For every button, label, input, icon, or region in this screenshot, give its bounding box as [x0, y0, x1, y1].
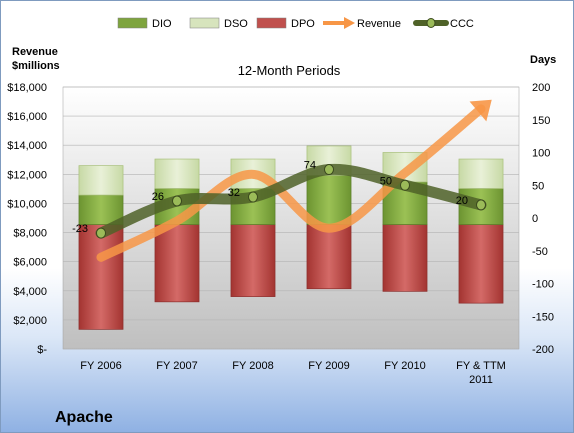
bar-dpo — [78, 224, 124, 330]
left-tick-label: $10,000 — [7, 198, 47, 210]
legend-label: DIO — [152, 18, 172, 30]
right-tick-label: -150 — [532, 311, 554, 323]
left-tick-label: $16,000 — [7, 111, 47, 123]
right-tick-label: -100 — [532, 279, 554, 291]
right-tick-label: 200 — [532, 82, 550, 94]
ccc-point — [172, 195, 182, 207]
ccc-point — [324, 164, 334, 176]
left-tick-label: $- — [37, 344, 47, 356]
left-axis-label-line2: $millions — [12, 60, 60, 72]
legend: DIO DSO DPO Revenue CCC — [117, 17, 474, 30]
bar-dio — [78, 194, 124, 225]
ccc-data-label: 26 — [152, 191, 164, 203]
x-tick-label: FY 2010 — [384, 360, 425, 372]
x-tick-label: FY 2008 — [232, 360, 273, 372]
ccc-line: -23 26 32 74 50 20 — [72, 160, 487, 239]
right-tick-label: -50 — [532, 246, 548, 258]
chart-title: 12-Month Periods — [238, 63, 341, 78]
right-tick-label: 0 — [532, 213, 538, 225]
left-tick-label: $8,000 — [13, 228, 47, 240]
right-tick-label: -200 — [532, 344, 554, 356]
ccc-data-label: 74 — [304, 160, 316, 172]
right-tick-label: 100 — [532, 148, 550, 160]
legend-label: DSO — [224, 18, 248, 30]
bar-dpo — [382, 224, 428, 292]
revenue-line — [96, 104, 486, 262]
x-tick-label: FY 2009 — [308, 360, 349, 372]
left-tick-label: $12,000 — [7, 169, 47, 181]
legend-label: CCC — [450, 18, 474, 30]
x-tick-label: FY 2006 — [80, 360, 121, 372]
revenue-arrowhead — [469, 99, 492, 122]
legend-ccc-point — [426, 18, 436, 28]
x-tick-label: FY 2007 — [156, 360, 197, 372]
legend-label: Revenue — [357, 18, 401, 30]
legend-swatch-dso — [189, 17, 220, 29]
bar-dpo — [306, 224, 352, 290]
x-tick-label: FY & TTM 2011 — [456, 360, 506, 386]
legend-arrowhead — [344, 17, 355, 29]
ccc-data-label: 50 — [380, 175, 392, 187]
left-tick-label: $4,000 — [13, 286, 47, 298]
left-tick-label: $6,000 — [13, 257, 47, 269]
bar-dio — [306, 175, 352, 225]
ccc-point — [400, 179, 410, 191]
left-axis-label-line1: Revenue — [12, 46, 58, 58]
ccc-point — [248, 191, 258, 203]
right-tick-label: 50 — [532, 180, 544, 192]
legend-label: DPO — [291, 18, 315, 30]
left-tick-label: $2,000 — [13, 315, 47, 327]
bar-dso — [154, 158, 200, 189]
legend-swatch-dpo — [256, 17, 287, 29]
bar-dpo — [458, 224, 504, 304]
revenue-arrow — [96, 99, 492, 262]
ccc-data-label: 32 — [228, 187, 240, 199]
right-tick-label: 150 — [532, 115, 550, 127]
right-axis-ticks: -200 -150 -100 -50 0 50 100 150 200 — [532, 82, 554, 356]
left-axis-ticks: $- $2,000 $4,000 $6,000 $8,000 $10,000 $12,000… — [7, 82, 47, 356]
ccc-point — [476, 199, 486, 211]
bar-dso — [78, 165, 124, 196]
ccc-point — [96, 227, 106, 239]
ccc-data-label: 20 — [456, 195, 468, 207]
left-tick-label: $14,000 — [7, 140, 47, 152]
bar-dpo — [230, 224, 276, 297]
right-axis-label: Days — [530, 54, 556, 66]
bar-dpo — [154, 224, 200, 303]
company-name: Apache — [55, 409, 113, 426]
ccc-data-label: -23 — [72, 223, 88, 235]
bar-dso — [458, 158, 504, 189]
x-axis-ticks: FY 2006 FY 2007 FY 2008 FY 2009 FY 2010 FY & … — [80, 360, 506, 386]
legend-swatch-dio — [117, 17, 148, 29]
left-tick-label: $18,000 — [7, 82, 47, 94]
